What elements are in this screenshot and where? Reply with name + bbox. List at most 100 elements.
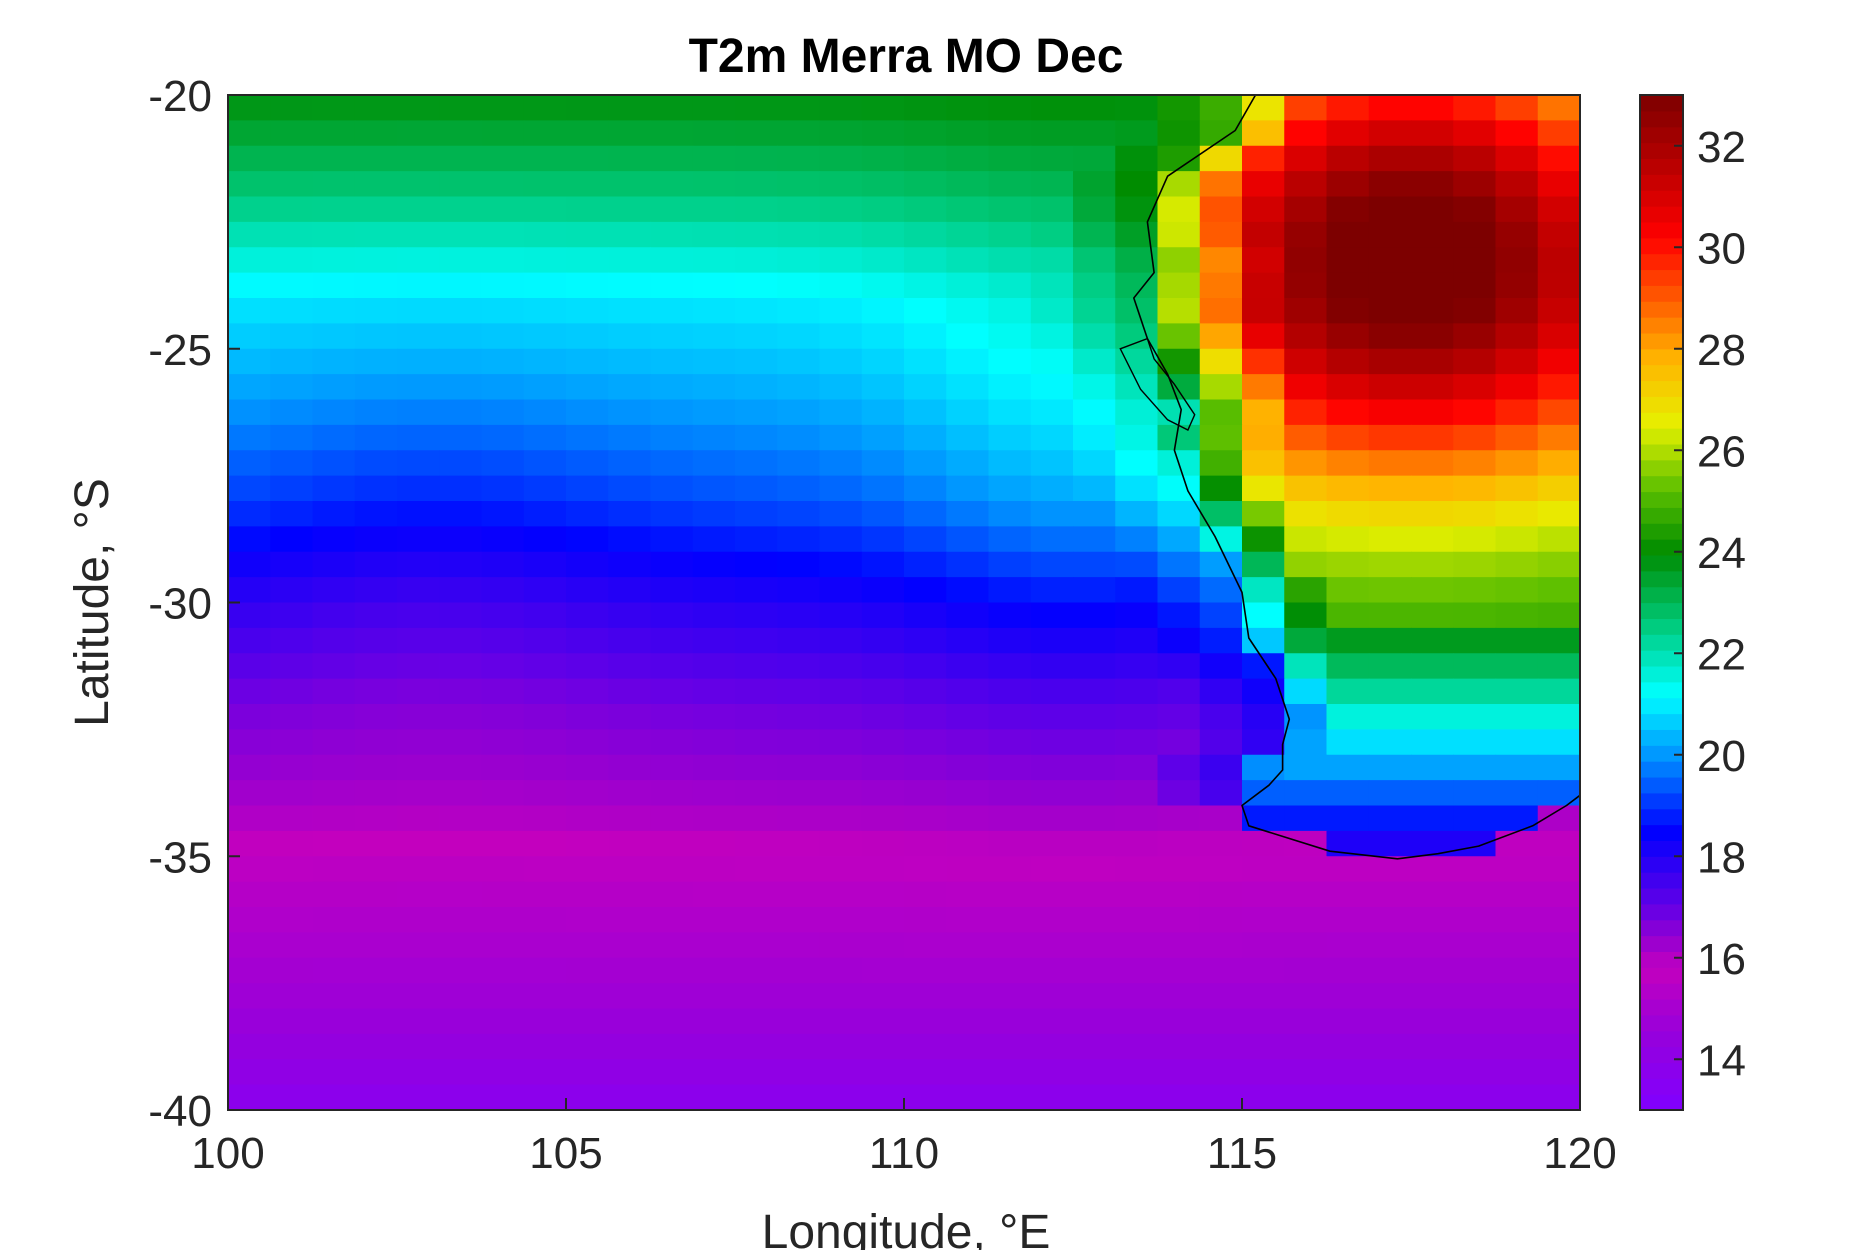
heatmap-cell [312,399,356,426]
heatmap-cell [1453,932,1497,959]
heatmap-cell [270,95,314,121]
heatmap-cell [481,475,525,502]
heatmap-cell [523,1033,567,1060]
heatmap-cell [1368,551,1412,578]
heatmap-cell [481,881,525,908]
heatmap-cell [861,577,905,604]
heatmap-cell [608,627,652,654]
heatmap-cell [270,171,314,198]
colorbar-tick-label: 20 [1697,732,1746,781]
heatmap-cell [1030,830,1074,857]
heatmap-cell [354,120,398,147]
heatmap-cell [904,272,947,299]
heatmap-cell [1453,602,1497,629]
heatmap-cell [354,1008,398,1035]
heatmap-cell [1326,526,1370,553]
heatmap-cell [1157,272,1201,299]
heatmap-cell [566,1033,609,1060]
heatmap-cell [1242,399,1285,426]
heatmap-cell [692,830,736,857]
heatmap-cell [861,221,905,248]
heatmap-cell [312,881,356,908]
heatmap-cell [312,120,356,147]
heatmap-cell [777,221,821,248]
heatmap-cell [1284,323,1328,350]
heatmap-cell [1368,830,1412,857]
heatmap-cell [735,602,778,629]
heatmap-cell [439,399,483,426]
heatmap-cell [270,247,314,274]
heatmap-cell [1073,196,1116,223]
heatmap-cell [270,120,314,147]
heatmap-cell [566,577,609,604]
heatmap-cell [608,551,652,578]
heatmap-cell [1411,856,1454,883]
heatmap-cell [1199,983,1243,1010]
heatmap-cell [692,221,736,248]
heatmap-cell [1115,221,1159,248]
heatmap-cell [946,1084,990,1111]
heatmap-cell [1537,602,1581,629]
heatmap-cell [1495,399,1539,426]
heatmap-cell [819,729,863,756]
heatmap-cell [270,145,314,172]
heatmap-cell [1242,881,1285,908]
heatmap-cell [397,526,440,553]
heatmap-cell [1495,704,1539,730]
heatmap-cell [1411,450,1454,477]
heatmap-cell [1453,881,1497,908]
heatmap-cell [1537,1059,1581,1086]
heatmap-cell [1537,1084,1581,1111]
heatmap-cell [354,653,398,680]
heatmap-cell [819,424,863,451]
heatmap-cell [777,1084,821,1111]
heatmap-cell [988,526,1032,553]
heatmap-cell [735,653,778,680]
heatmap-cell [354,780,398,807]
heatmap-cell [228,171,271,198]
heatmap-cell [312,475,356,502]
heatmap-cell [312,627,356,654]
heatmap-cell [1495,247,1539,274]
heatmap-cell [904,1084,947,1111]
heatmap-cell [354,424,398,451]
heatmap-cell [1115,1008,1159,1035]
heatmap-cell [354,247,398,274]
colorbar-segment [1640,792,1683,810]
heatmap-cell [946,577,990,604]
colorbar-tick-label: 18 [1697,833,1746,882]
heatmap-cell [1284,1033,1328,1060]
heatmap-cell [1073,678,1116,705]
heatmap-cell [1242,526,1285,553]
heatmap-cell [1242,577,1285,604]
heatmap-cell [1115,653,1159,680]
heatmap-cell [228,95,271,121]
heatmap-cell [904,653,947,680]
heatmap-cell [354,1084,398,1111]
heatmap-cell [904,1008,947,1035]
heatmap-cell [861,120,905,147]
heatmap-cell [1411,704,1454,730]
heatmap-cell [1284,272,1328,299]
heatmap-cell [354,323,398,350]
heatmap-cell [1284,754,1328,781]
heatmap-cell [523,551,567,578]
heatmap-cell [354,221,398,248]
heatmap-cell [1537,932,1581,959]
colorbar-frame [1639,94,1684,1111]
heatmap-cell [904,323,947,350]
heatmap-cell [481,932,525,959]
colorbar-segment [1640,570,1683,588]
heatmap-cell [1115,780,1159,807]
heatmap-cell [946,171,990,198]
colorbar-segment [1640,142,1683,160]
heatmap-cell [1326,1008,1370,1035]
heatmap-cell [1411,1008,1454,1035]
heatmap-cell [523,374,567,401]
heatmap-cell [904,881,947,908]
heatmap-cell [566,323,609,350]
heatmap-cell [1157,247,1201,274]
heatmap-cell [1073,805,1116,832]
heatmap-cell [1453,171,1497,198]
heatmap-cell [1115,501,1159,527]
